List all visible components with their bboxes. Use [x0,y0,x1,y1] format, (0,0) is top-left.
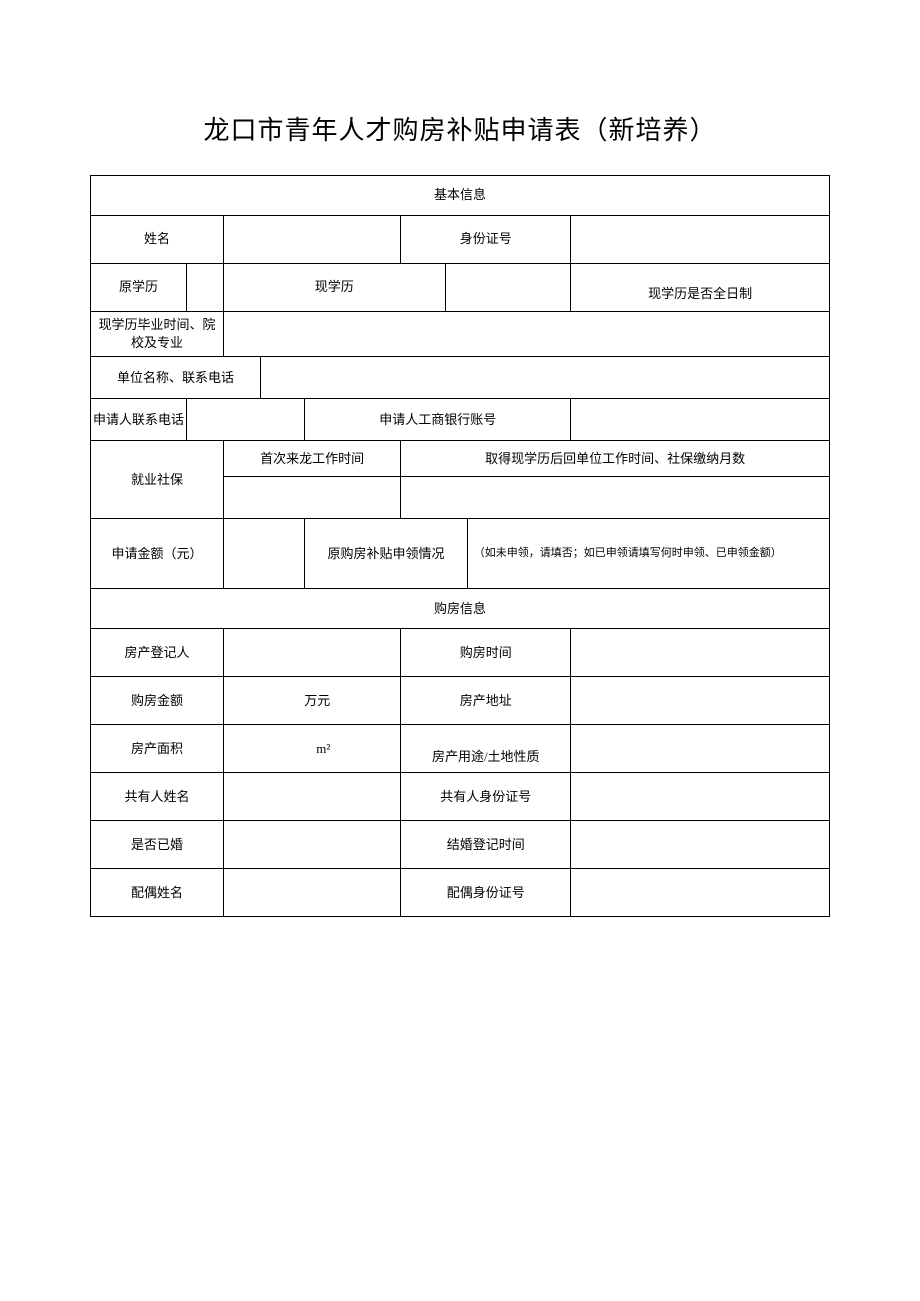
note-prev-subsidy: （如未申领，请填否；如已申领请填写何时申领、已申领金额） [467,519,829,589]
label-fulltime: 现学历是否全日制 [571,264,830,312]
label-marriage-date: 结婚登记时间 [401,821,571,869]
field-name [223,216,400,264]
field-property-area: m² [223,725,400,773]
label-return-work: 取得现学历后回单位工作时间、社保缴纳月数 [401,441,830,477]
document-title: 龙口市青年人才购房补贴申请表（新培养） [90,110,830,147]
label-bank-account: 申请人工商银行账号 [305,399,571,441]
label-first-work: 首次来龙工作时间 [223,441,400,477]
field-coowner-id [571,773,830,821]
field-id [571,216,830,264]
label-married: 是否已婚 [91,821,224,869]
label-spouse-id: 配偶身份证号 [401,869,571,917]
field-applicant-phone [187,399,305,441]
field-spouse-name [223,869,400,917]
label-curr-edu: 现学历 [223,264,445,312]
label-apply-amount: 申请金额（元） [91,519,224,589]
label-org-contact: 单位名称、联系电话 [91,357,261,399]
label-prev-subsidy: 原购房补贴申领情况 [305,519,468,589]
field-orig-edu [187,264,224,312]
field-marriage-date [571,821,830,869]
label-purchase-amount: 购房金额 [91,677,224,725]
label-grad-info: 现学历毕业时间、院校及专业 [91,312,224,357]
field-purchase-time [571,629,830,677]
field-grad-info [223,312,829,357]
field-org-contact [260,357,829,399]
label-property-use: 房产用途/土地性质 [401,725,571,773]
label-orig-edu: 原学历 [91,264,187,312]
field-curr-edu [445,264,571,312]
label-name: 姓名 [91,216,224,264]
field-married [223,821,400,869]
label-spouse-name: 配偶姓名 [91,869,224,917]
label-applicant-phone: 申请人联系电话 [91,399,187,441]
field-property-addr [571,677,830,725]
section-property-info: 购房信息 [91,589,830,629]
field-property-owner [223,629,400,677]
field-coowner-name [223,773,400,821]
section-basic-info: 基本信息 [91,176,830,216]
field-property-use [571,725,830,773]
field-purchase-amount: 万元 [223,677,400,725]
label-employment: 就业社保 [91,441,224,519]
field-first-work [223,477,400,519]
field-apply-amount [223,519,304,589]
label-property-area: 房产面积 [91,725,224,773]
label-id: 身份证号 [401,216,571,264]
field-spouse-id [571,869,830,917]
label-property-addr: 房产地址 [401,677,571,725]
label-purchase-time: 购房时间 [401,629,571,677]
label-property-owner: 房产登记人 [91,629,224,677]
application-form-table: 基本信息 姓名 身份证号 原学历 现学历 现学历是否全日制 现学历毕业时间、院校… [90,175,830,917]
label-coowner-id: 共有人身份证号 [401,773,571,821]
label-coowner-name: 共有人姓名 [91,773,224,821]
field-bank-account [571,399,830,441]
field-return-work [401,477,830,519]
